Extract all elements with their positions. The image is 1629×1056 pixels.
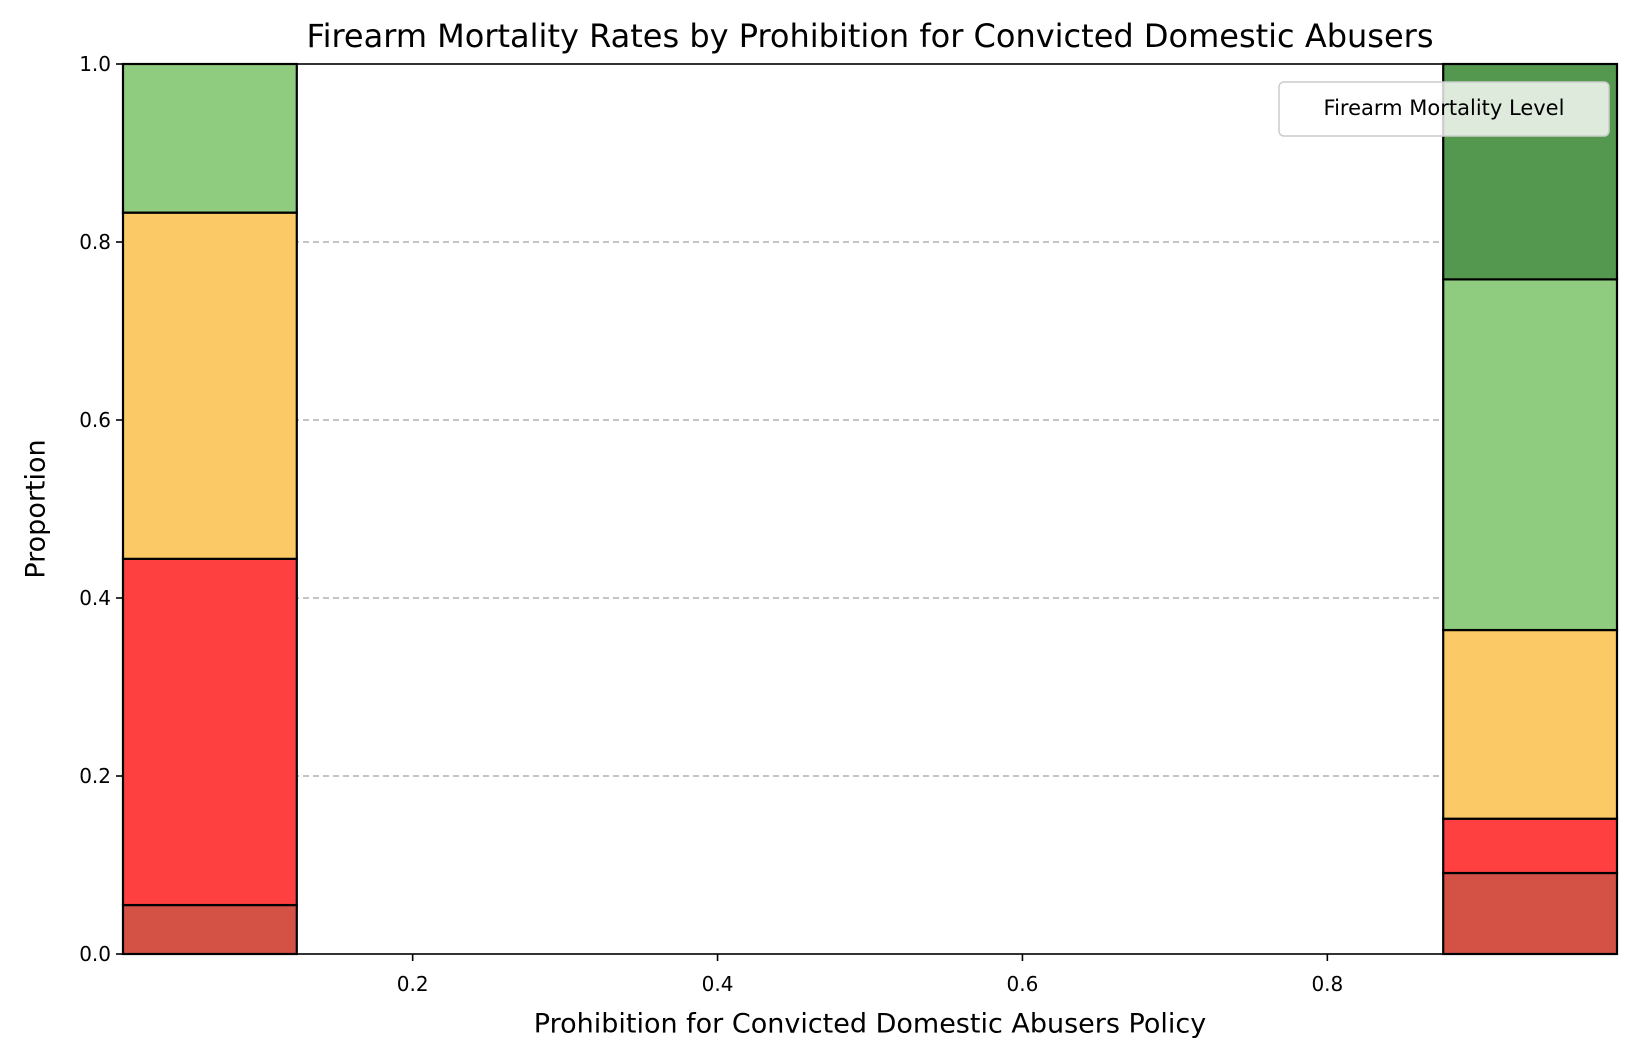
grid-lines (123, 241, 1617, 777)
y-axis-ticks: 0.0 0.2 0.4 0.6 0.8 1.0 (79, 52, 123, 966)
bar-bin2-segment3 (1442, 628, 1619, 820)
legend: Firearm Mortality Level (1278, 81, 1610, 137)
chart-title: Firearm Mortality Rates by Prohibition f… (307, 17, 1434, 55)
plot-frame (122, 63, 1618, 955)
bar-bin1-segment4 (121, 62, 298, 214)
legend-title: Firearm Mortality Level (1324, 96, 1565, 120)
x-tick-label-0: 0.2 (397, 972, 429, 996)
legend-box (1278, 81, 1610, 137)
x-tick-label-2: 0.6 (1007, 972, 1039, 996)
bar-bin2-segment4 (1442, 278, 1619, 632)
bar-bin2-segment2 (1442, 817, 1619, 875)
x-axis-ticks: 0.2 0.4 0.6 0.8 (397, 954, 1343, 996)
y-tick-label-3: 0.6 (79, 408, 111, 432)
bar-bin1-segment3 (121, 211, 298, 560)
x-axis-label: Prohibition for Convicted Domestic Abuse… (534, 1009, 1206, 1040)
x-tick-label-3: 0.8 (1311, 972, 1343, 996)
bar-bin1-segment1 (121, 903, 298, 956)
x-tick-label-1: 0.4 (702, 972, 734, 996)
y-tick-label-5: 1.0 (79, 52, 111, 76)
y-axis-label: Proportion (21, 439, 52, 578)
y-tick-label-4: 0.8 (79, 230, 111, 254)
y-tick-label-0: 0.0 (79, 942, 111, 966)
bars (121, 62, 1619, 956)
y-tick-label-1: 0.2 (79, 764, 111, 788)
bar-bin1-segment2 (121, 557, 298, 907)
bar-bin2-segment1 (1442, 871, 1619, 956)
y-tick-label-2: 0.4 (79, 586, 111, 610)
